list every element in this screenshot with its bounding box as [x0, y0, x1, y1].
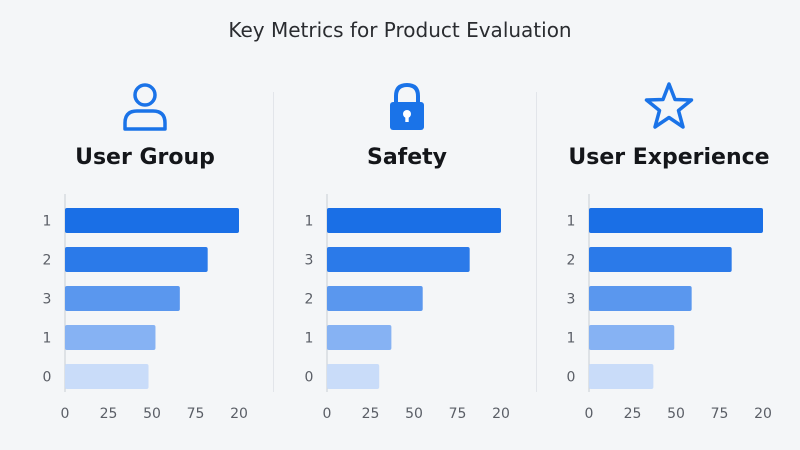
bar: [327, 208, 501, 233]
x-tick-label: 75: [711, 406, 729, 422]
star-icon: [538, 80, 800, 132]
x-tick-label: 75: [449, 406, 467, 422]
category-label: 2: [305, 292, 314, 308]
category-label: 1: [305, 214, 314, 230]
chart-user-experience: 1 2 3 1 0 0 25 50 75 20: [567, 194, 772, 422]
category-label: 2: [43, 253, 52, 269]
panel-divider: [273, 92, 274, 392]
x-tick-label: 25: [624, 406, 642, 422]
panel-title: User Experience: [568, 145, 770, 170]
x-tick-label: 20: [754, 406, 772, 422]
category-label: 0: [567, 370, 576, 386]
category-label: 1: [567, 214, 576, 230]
category-label: 2: [567, 253, 576, 269]
bar: [327, 286, 423, 311]
panel-safety: Safety 1 3 2 1 0 0 25 50 75 20: [276, 72, 538, 432]
panel-divider: [536, 92, 537, 392]
category-label: 3: [567, 292, 576, 308]
lock-icon: [276, 80, 538, 132]
category-label: 3: [305, 253, 314, 269]
category-label: 0: [43, 370, 52, 386]
bar: [65, 364, 149, 389]
bar: [327, 325, 392, 350]
panel-user-group: User Group 1 2 3 1 0 0 25 50 75 20: [14, 72, 276, 432]
bar: [589, 364, 654, 389]
x-tick-label: 50: [405, 406, 423, 422]
panel-title: User Group: [75, 145, 215, 170]
category-label: 1: [305, 331, 314, 347]
bar: [589, 247, 732, 272]
category-label: 3: [43, 292, 52, 308]
bar: [327, 247, 470, 272]
x-tick-label: 25: [362, 406, 380, 422]
bar: [65, 325, 156, 350]
category-label: 0: [305, 370, 314, 386]
page-title: Key Metrics for Product Evaluation: [228, 18, 572, 42]
bar: [589, 325, 675, 350]
chart-safety: 1 3 2 1 0 0 25 50 75 20: [305, 194, 510, 422]
x-tick-label: 25: [100, 406, 118, 422]
bar: [65, 286, 180, 311]
category-label: 1: [43, 331, 52, 347]
x-tick-label: 20: [492, 406, 510, 422]
bar: [65, 208, 239, 233]
x-tick-label: 0: [61, 406, 70, 422]
x-tick-label: 20: [230, 406, 248, 422]
x-tick-label: 0: [585, 406, 594, 422]
user-icon: [14, 80, 276, 132]
category-label: 1: [43, 214, 52, 230]
bar: [589, 208, 763, 233]
bar: [589, 286, 692, 311]
x-tick-label: 50: [667, 406, 685, 422]
bar: [327, 364, 380, 389]
category-label: 1: [567, 331, 576, 347]
x-tick-label: 0: [323, 406, 332, 422]
chart-user-group: 1 2 3 1 0 0 25 50 75 20: [43, 194, 248, 422]
x-tick-label: 50: [143, 406, 161, 422]
bar: [65, 247, 208, 272]
panel-user-experience: User Experience 1 2 3 1 0 0 25 50 75 20: [538, 72, 800, 432]
x-tick-label: 75: [187, 406, 205, 422]
panel-title: Safety: [366, 145, 448, 170]
